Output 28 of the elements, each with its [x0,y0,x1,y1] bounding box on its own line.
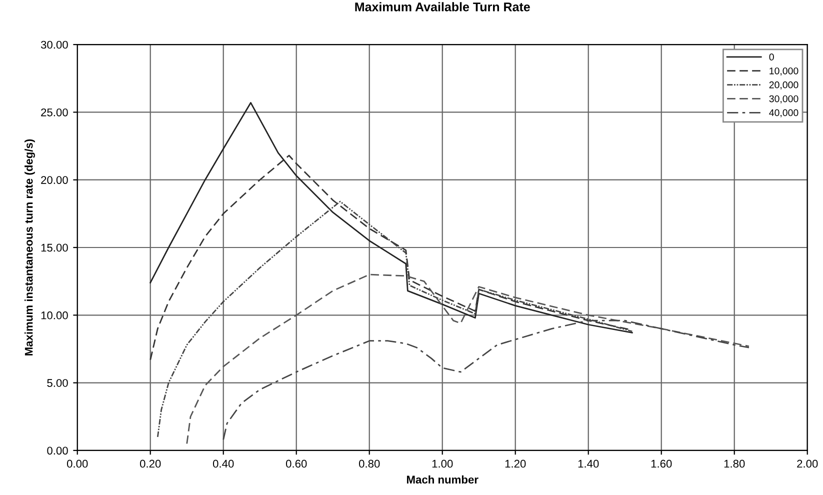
x-tick-label: 2.00 [797,460,818,468]
legend-label: 40,000 [769,109,798,118]
x-tick-label: 1.00 [432,460,453,468]
legend-label: 20,000 [769,81,798,90]
y-tick-label: 5.00 [47,379,68,387]
y-tick-label: 15.00 [41,244,68,252]
legend-label: 0 [769,54,774,60]
x-axis-title: Mach number [406,475,478,484]
y-tick-label: 30.00 [40,40,68,49]
x-tick-label: 0.80 [358,460,380,468]
x-tick-label: 1.40 [578,460,599,468]
legend-label: 30,000 [769,95,798,104]
line-series [186,274,750,444]
x-tick-label: 1.80 [724,460,745,468]
y-tick-label: 0.00 [47,446,68,455]
y-axis-title: Maximum instantaneous turn rate (deg/s) [24,139,35,356]
x-tick-label: 1.20 [505,460,526,468]
y-tick-label: 10.00 [41,311,68,320]
x-tick-label: 1.60 [651,460,672,468]
chart-title: Maximum Available Turn Rate [355,2,530,12]
line-series [150,102,633,334]
x-tick-label: 0.20 [140,460,161,468]
legend-label: 10,000 [770,67,798,76]
y-tick-label: 20.00 [41,176,68,184]
x-tick-label: 0.00 [66,460,88,468]
x-tick-label: 0.40 [212,460,234,468]
x-tick-label: 0.60 [286,460,307,468]
y-tick-label: 25.00 [41,108,68,116]
